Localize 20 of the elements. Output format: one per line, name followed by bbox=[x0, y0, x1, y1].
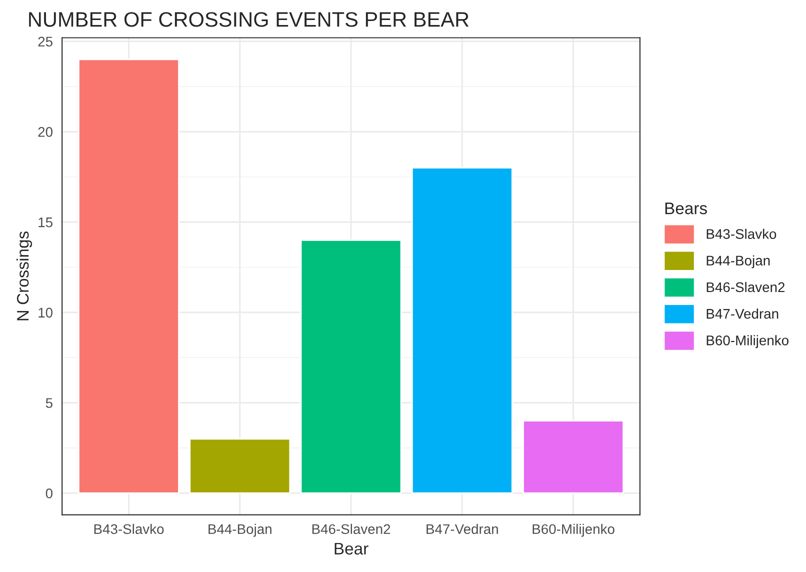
y-tick-label: 0 bbox=[46, 488, 52, 498]
legend-label: B60-Milijenko bbox=[706, 335, 788, 348]
x-tick-label: B60-Milijenko bbox=[532, 524, 614, 537]
y-tick-label: 10 bbox=[38, 308, 52, 318]
x-tick-label: B47-Vedran bbox=[426, 524, 498, 534]
x-tick-label: B43-Slavko bbox=[94, 524, 164, 534]
legend-label: B43-Slavko bbox=[706, 228, 776, 239]
legend-label: B46-Slaven2 bbox=[706, 282, 785, 292]
y-tick-label: 15 bbox=[38, 218, 52, 228]
legend-title: Bears bbox=[665, 202, 707, 214]
legend-label: B47-Vedran bbox=[706, 308, 778, 319]
legend-label: B44-Bojan bbox=[706, 255, 770, 268]
x-tick-label: B46-Slaven2 bbox=[312, 524, 390, 534]
y-tick-label: 20 bbox=[38, 127, 52, 137]
y-axis-title: N Crossings bbox=[16, 231, 32, 320]
y-tick-label: 25 bbox=[38, 36, 52, 47]
x-axis-title: Bear bbox=[334, 542, 368, 555]
y-tick-label: 5 bbox=[46, 398, 52, 408]
chart-title: NUMBER OF CROSSING EVENTS PER BEAR bbox=[29, 12, 469, 27]
x-tick-label: B44-Bojan bbox=[208, 524, 272, 537]
